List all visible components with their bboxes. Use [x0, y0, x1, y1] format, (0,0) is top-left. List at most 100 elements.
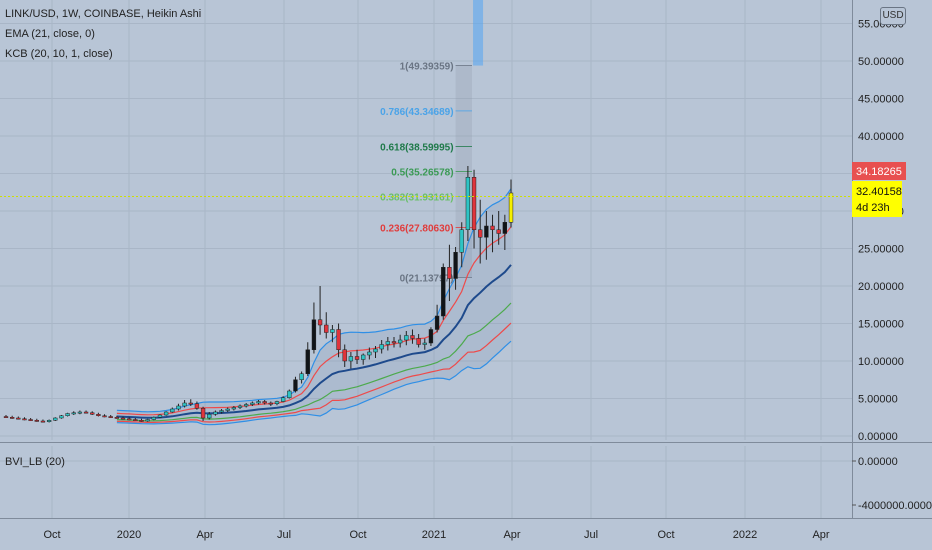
candle-body	[163, 411, 169, 416]
candle-body	[237, 405, 243, 408]
price-tick: 25.00000	[858, 244, 904, 256]
current-price-label	[852, 181, 902, 217]
candle-body	[225, 408, 230, 411]
time-tick: Oct	[349, 529, 366, 541]
time-tick: Apr	[196, 529, 213, 541]
candle-body	[108, 416, 113, 418]
bvi-legend[interactable]: BVI_LB (20)	[5, 456, 65, 468]
candle-body	[391, 341, 397, 344]
candle-body	[22, 418, 27, 421]
candle-body	[441, 267, 446, 317]
candle-body	[428, 329, 434, 344]
candle-body	[465, 177, 471, 230]
candle-body	[361, 354, 366, 360]
indicator-tick: -4000000.00000	[858, 500, 932, 512]
candle-body	[127, 418, 132, 421]
keltner-mid-lower-band	[116, 302, 512, 422]
candle-body	[188, 402, 193, 405]
fib-level-label: 0.5(35.26578)	[391, 168, 453, 179]
candle-body	[176, 405, 181, 410]
fib-level-label: 1(49.39359)	[400, 62, 454, 73]
currency-button[interactable]: USD	[880, 7, 906, 25]
symbol-legend[interactable]: LINK/USD, 1W, COINBASE, Heikin Ashi	[5, 8, 202, 20]
price-tick: 45.00000	[858, 94, 904, 106]
candle-body	[219, 410, 224, 413]
time-axis-area	[0, 518, 932, 550]
candle-body	[120, 417, 126, 420]
candle-body	[3, 416, 9, 418]
keltner-lower-band	[116, 340, 512, 426]
candle-body	[170, 408, 175, 413]
candle-body	[53, 417, 58, 421]
fib-level-label: 0.618(38.59995)	[380, 143, 453, 154]
candle-body	[280, 397, 286, 402]
candle-body	[262, 401, 267, 404]
fib-level-label: 0.382(31.93161)	[380, 193, 453, 204]
candle-body	[416, 338, 421, 345]
candle-body	[471, 177, 477, 230]
price-tick: 10.00000	[858, 356, 904, 368]
candle-body	[354, 356, 360, 360]
candle-body	[200, 408, 206, 419]
price-tick: 5.00000	[858, 394, 898, 406]
candle-body	[65, 413, 70, 416]
price-tick: 50.00000	[858, 56, 904, 68]
time-tick: Jul	[584, 529, 598, 541]
candle-body	[447, 267, 452, 279]
candle-body	[410, 335, 415, 339]
candle-body	[194, 403, 200, 409]
candle-body	[336, 329, 341, 350]
ema-line	[116, 264, 512, 419]
high-price-text: 34.18265	[856, 166, 902, 178]
candle-body	[453, 252, 458, 279]
candle-body	[397, 339, 403, 344]
candle-body	[157, 414, 163, 418]
ema-legend[interactable]: EMA (21, close, 0)	[5, 28, 95, 40]
candle-body	[40, 420, 46, 423]
candle-body	[9, 417, 15, 419]
fib-level-label: 0.786(43.34689)	[380, 107, 453, 118]
time-tick: 2021	[422, 529, 446, 541]
candle-body	[404, 335, 409, 341]
candle-body	[502, 222, 508, 234]
kcb-legend[interactable]: KCB (20, 10, 1, close)	[5, 48, 113, 60]
candle-body	[16, 417, 21, 420]
candle-body	[274, 401, 280, 404]
candle-body	[293, 379, 298, 392]
candle-body	[459, 229, 464, 253]
time-tick: Apr	[503, 529, 520, 541]
candle-body	[28, 419, 33, 421]
candle-body	[145, 419, 150, 422]
candle-body	[71, 412, 76, 415]
candle-body	[77, 411, 83, 414]
candle-body	[508, 192, 514, 223]
high-price-label	[852, 162, 906, 180]
candle-body	[102, 415, 107, 418]
candle-body	[182, 402, 187, 407]
candle-body	[34, 420, 39, 422]
countdown-text: 4d 23h	[856, 202, 890, 214]
candle-body	[268, 402, 273, 405]
indicator-tick: 0.00000	[858, 456, 898, 468]
keltner-mid-upper-band	[116, 226, 512, 416]
candle-body	[379, 344, 384, 350]
time-tick: Oct	[657, 529, 674, 541]
candle-body	[299, 373, 304, 380]
candle-body	[490, 225, 495, 230]
time-tick: Apr	[812, 529, 829, 541]
candle-body	[151, 417, 156, 420]
fib-highlight	[473, 0, 484, 66]
candle-body	[287, 390, 292, 398]
time-tick: Oct	[43, 529, 60, 541]
price-tick: 15.00000	[858, 319, 904, 331]
time-tick: 2020	[117, 529, 141, 541]
candle-body	[422, 342, 427, 345]
candle-body	[83, 411, 89, 414]
candle-body	[305, 349, 310, 374]
candle-body	[114, 417, 120, 419]
candle-body	[139, 420, 144, 422]
indicator-pane	[0, 446, 852, 518]
keltner-fill	[116, 188, 511, 425]
candle-body	[207, 414, 212, 419]
